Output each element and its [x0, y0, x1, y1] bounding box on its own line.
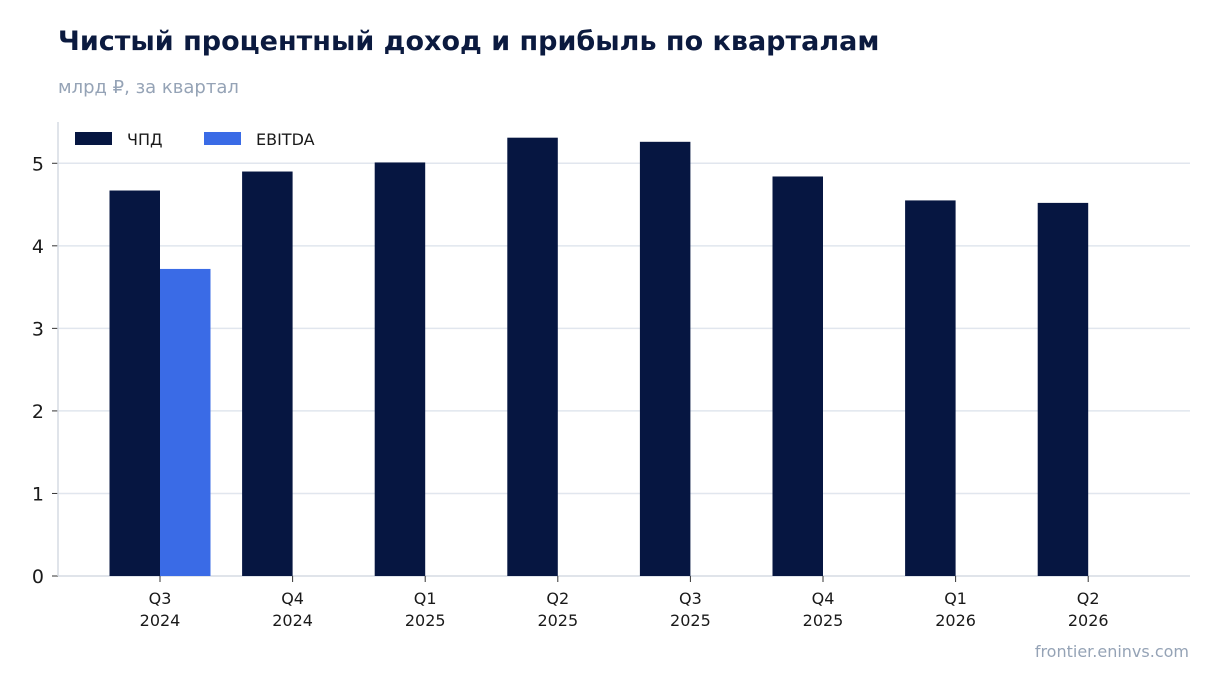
y-tick-label: 2 [32, 401, 44, 423]
x-tick-label: Q2 [546, 589, 569, 608]
x-tick-label: 2026 [1068, 611, 1109, 630]
x-tick-label: Q4 [812, 589, 835, 608]
bar-chpd [374, 162, 426, 576]
y-tick-label: 1 [32, 483, 44, 505]
bar-chpd [242, 171, 293, 576]
x-tick-label: Q4 [281, 589, 304, 608]
chart-subtitle: млрд ₽, за квартал [58, 77, 239, 98]
bar-chpd [639, 141, 691, 576]
bar-ebitda [160, 268, 211, 576]
x-tick-label: 2025 [405, 611, 446, 630]
bar-chpd [109, 190, 160, 576]
x-tick-label: Q2 [1077, 589, 1100, 608]
y-tick-label: 3 [32, 318, 44, 340]
legend-label: ЧПД [127, 130, 163, 149]
bar-chpd [1037, 202, 1089, 577]
legend-label: EBITDA [256, 130, 315, 149]
x-tick-label: 2025 [803, 611, 844, 630]
x-tick-label: Q1 [414, 589, 437, 608]
x-tick-label: 2025 [537, 611, 578, 630]
bar-chpd [507, 137, 558, 576]
y-tick-label: 4 [32, 236, 44, 258]
y-tick-label: 5 [32, 153, 44, 175]
x-tick-label: 2024 [272, 611, 313, 630]
legend-swatch [204, 132, 241, 145]
legend-swatch [75, 132, 112, 145]
bar-chpd [905, 200, 956, 576]
y-tick-label: 0 [32, 566, 44, 588]
x-tick-label: 2026 [935, 611, 976, 630]
x-tick-label: Q3 [679, 589, 702, 608]
source-label: frontier.eninvs.com [1034, 642, 1189, 661]
chart-title: Чистый процентный доход и прибыль по ква… [58, 26, 880, 57]
x-tick-label: Q1 [944, 589, 967, 608]
x-tick-label: 2025 [670, 611, 711, 630]
x-tick-label: Q3 [149, 589, 172, 608]
x-tick-label: 2024 [140, 611, 181, 630]
bar-chpd [772, 176, 823, 577]
